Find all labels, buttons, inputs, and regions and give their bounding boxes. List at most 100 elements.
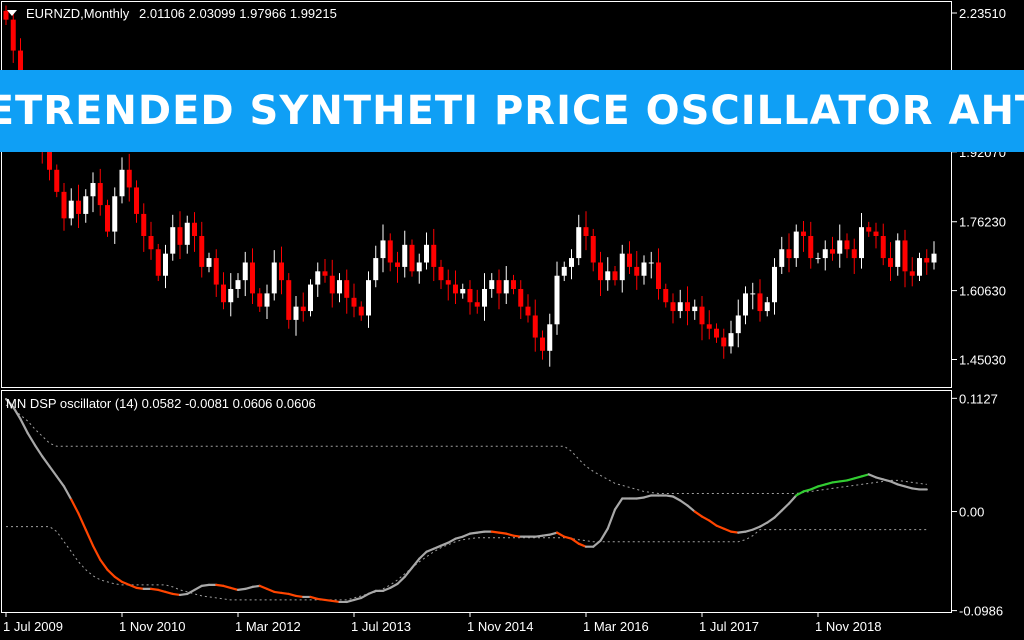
candle: [242, 251, 248, 297]
candle: [460, 283, 466, 299]
time-tick-label: 1 Jul 2009: [3, 619, 63, 634]
candle: [750, 282, 756, 310]
candle: [830, 236, 835, 261]
osc-segment-neutral: [476, 530, 486, 534]
osc-segment-neutral: [403, 566, 414, 578]
candle: [279, 246, 284, 295]
osc-segment-down: [222, 584, 232, 589]
candle: [119, 157, 125, 204]
osc-segment-neutral: [418, 550, 428, 560]
candle-body: [213, 258, 219, 285]
candle-body: [119, 169, 125, 197]
candle-body: [793, 231, 799, 259]
osc-segment-down: [157, 588, 167, 594]
candle: [648, 251, 654, 279]
osc-segment-down: [570, 537, 580, 545]
candle: [714, 323, 719, 343]
candle-body: [583, 227, 589, 237]
osc-segment-neutral: [410, 557, 421, 569]
osc-segment-down: [323, 598, 334, 603]
candle: [76, 184, 81, 229]
candle: [612, 266, 618, 286]
candle-body: [337, 280, 342, 294]
candle-body: [235, 280, 241, 289]
candle: [561, 261, 567, 282]
chart-menu-triangle-icon[interactable]: [7, 10, 17, 16]
time-tick-label: 1 Jul 2017: [699, 619, 759, 634]
osc-segment-up: [816, 483, 827, 488]
candle: [554, 261, 560, 335]
candle: [859, 213, 864, 269]
osc-segment-down: [113, 575, 124, 583]
candle: [402, 230, 408, 278]
indicator-window[interactable]: 0.1127 0.00 -0.0986 MN DSP oscillator (14)…: [1, 390, 1004, 619]
candle-body: [532, 315, 538, 338]
candle: [844, 233, 850, 259]
candle: [54, 164, 60, 198]
osc-tick-label: -0.0986: [959, 604, 1003, 619]
candle-body: [888, 258, 893, 267]
price-tick-label: 2.23510: [959, 6, 1006, 21]
candle: [68, 188, 74, 226]
candle: [177, 211, 183, 259]
candle: [438, 259, 444, 289]
osc-segment-down: [512, 534, 522, 538]
candle-body: [228, 288, 234, 303]
osc-segment-neutral: [882, 478, 892, 483]
candle-body: [395, 262, 400, 267]
candle-body: [648, 262, 654, 264]
candle: [786, 233, 792, 273]
oscillator-line: [4, 397, 928, 604]
osc-segment-neutral: [468, 531, 479, 535]
candle-body: [627, 253, 632, 267]
candle: [329, 259, 335, 308]
candle-body: [873, 231, 879, 237]
candle: [779, 236, 785, 274]
osc-segment-neutral: [903, 485, 914, 490]
candle-body: [750, 293, 756, 295]
candle-body: [300, 306, 306, 312]
candle: [909, 257, 915, 287]
candle-body: [271, 262, 277, 294]
osc-segment-neutral: [62, 485, 73, 501]
candle-body: [177, 227, 183, 245]
candle: [453, 270, 458, 304]
candle-body: [402, 244, 408, 267]
candle-body: [445, 280, 451, 285]
candle-body: [47, 147, 52, 170]
candle-body: [692, 306, 698, 312]
osc-segment-neutral: [41, 455, 51, 468]
osc-segment-down: [273, 590, 283, 595]
osc-segment-down: [149, 587, 160, 592]
candle-body: [416, 262, 422, 272]
chart-symbol-label: EURNZD,Monthly: [26, 6, 130, 21]
candle-body: [866, 227, 872, 232]
osc-segment-neutral: [592, 539, 602, 548]
osc-segment-down: [708, 519, 718, 527]
candle: [532, 299, 538, 352]
candle-body: [199, 236, 205, 267]
candle-body: [554, 275, 560, 325]
candle: [489, 273, 495, 298]
candle: [627, 241, 632, 274]
candle: [851, 238, 857, 274]
candle: [808, 221, 814, 269]
candle-body: [503, 280, 509, 294]
osc-segment-down: [700, 515, 711, 522]
candle: [315, 262, 321, 297]
candle: [757, 279, 763, 322]
main-window-border: [1, 1, 952, 388]
osc-segment-down: [70, 498, 80, 515]
osc-segment-neutral: [548, 531, 559, 536]
osc-segment-neutral: [352, 596, 363, 602]
candle: [97, 168, 103, 216]
candle-body: [656, 262, 661, 289]
candle: [387, 233, 393, 272]
candle: [569, 249, 574, 280]
candle: [206, 252, 212, 273]
candle-body: [569, 258, 574, 267]
osc-segment-neutral: [780, 502, 791, 512]
osc-segment-down: [164, 590, 174, 596]
candle: [474, 289, 480, 314]
candle-body: [931, 253, 937, 263]
